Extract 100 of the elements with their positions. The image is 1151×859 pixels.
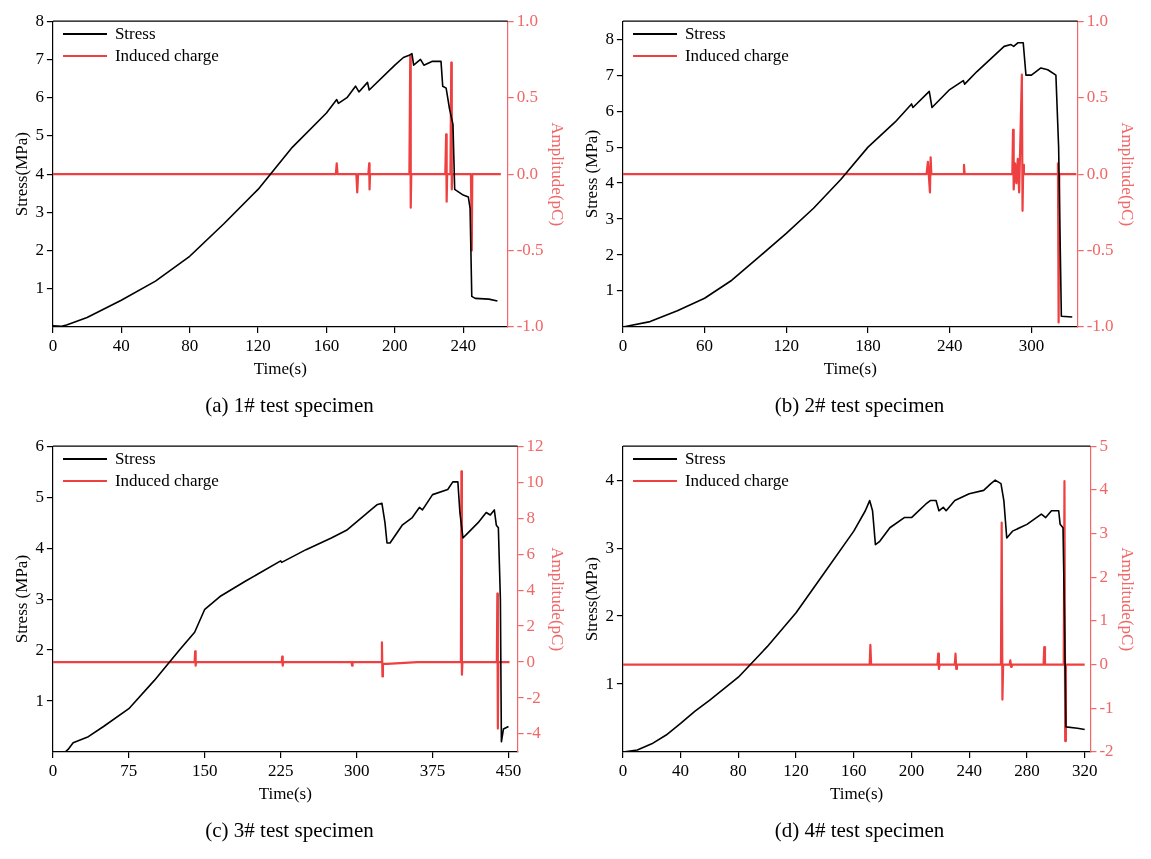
- y-tick-label: 6: [35, 87, 44, 107]
- y2-tick-label: 4: [526, 579, 536, 599]
- x-tick-label: 280: [1014, 760, 1040, 780]
- y-tick-label: 5: [35, 486, 44, 506]
- x-tick-label: 450: [495, 760, 522, 780]
- x-tick-label: 225: [267, 760, 294, 780]
- x-tick-label: 180: [855, 335, 881, 355]
- legend-label: Induced charge: [684, 470, 789, 493]
- y-tick-label: 2: [605, 244, 614, 264]
- legend-label: Stress: [114, 448, 156, 471]
- y2-tick-label: 4: [1099, 479, 1109, 499]
- x-tick-label: 240: [450, 335, 476, 355]
- x-axis-title: Time(s): [258, 784, 312, 804]
- x-tick-label: 40: [672, 760, 690, 780]
- y2-tick-label: 1: [1099, 610, 1108, 630]
- x-tick-label: 80: [181, 335, 199, 355]
- y-tick-label: 3: [35, 201, 44, 221]
- y-tick-label: 4: [35, 163, 45, 183]
- y2-tick-label: 5: [1099, 435, 1108, 455]
- y-tick-label: 3: [605, 537, 614, 557]
- x-tick-label: 300: [343, 760, 370, 780]
- text: (a) 1# test specimen: [205, 392, 375, 417]
- legend-label: Induced charge: [114, 45, 219, 68]
- y2-axis-title: Amplitude(pC): [548, 547, 568, 652]
- x-tick-label: 300: [1018, 335, 1045, 355]
- legend-label: Stress: [684, 448, 726, 471]
- y-tick-label: 4: [605, 469, 615, 489]
- y2-tick-label: -4: [526, 723, 542, 743]
- y-tick-label: 8: [605, 28, 614, 48]
- y-tick-label: 5: [605, 136, 614, 156]
- y-tick-label: 8: [35, 10, 44, 30]
- x-tick-label: 120: [783, 760, 809, 780]
- y2-tick-label: -1.0: [1086, 316, 1114, 336]
- y-tick-label: 6: [35, 435, 44, 455]
- y-axis-title: Stress (MPa): [581, 129, 601, 219]
- legend-label: Stress: [684, 23, 726, 46]
- y-tick-label: 2: [605, 605, 614, 625]
- y2-tick-label: 0.0: [1086, 163, 1108, 183]
- y-tick-label: 4: [605, 172, 615, 192]
- y-tick-label: 3: [35, 588, 44, 608]
- y-axis-title: Stress(MPa): [581, 557, 601, 642]
- y-axis-title: Stress (MPa): [11, 554, 31, 644]
- x-tick-label: 320: [1071, 760, 1098, 780]
- x-tick-label: 0: [618, 760, 628, 780]
- legend-label: Stress: [114, 23, 156, 46]
- y2-tick-label: 8: [526, 507, 536, 527]
- y2-tick-label: 0.0: [516, 163, 538, 183]
- x-axis-title: Time(s): [830, 784, 884, 804]
- y2-tick-label: -2: [1099, 741, 1114, 761]
- y-tick-label: 5: [35, 125, 44, 145]
- y2-tick-label: 0.5: [1086, 87, 1108, 107]
- y-tick-label: 6: [605, 100, 614, 120]
- y-tick-label: 3: [605, 208, 614, 228]
- y-tick-label: 2: [35, 240, 44, 260]
- x-tick-label: 240: [956, 760, 982, 780]
- y-tick-label: 1: [605, 673, 614, 693]
- y2-tick-label: 12: [526, 435, 544, 455]
- y2-tick-label: 0: [1099, 654, 1108, 674]
- x-tick-label: 0: [48, 335, 58, 355]
- legend-label: Induced charge: [114, 470, 219, 493]
- x-tick-label: 80: [729, 760, 747, 780]
- x-tick-label: 375: [419, 760, 446, 780]
- x-tick-label: 60: [696, 335, 714, 355]
- y2-tick-label: 0.5: [516, 87, 538, 107]
- y2-axis-title: Amplitude(pC): [548, 122, 568, 227]
- y2-tick-label: 1.0: [1086, 10, 1108, 30]
- y-axis-title: Stress(MPa): [11, 132, 31, 217]
- y2-tick-label: 2: [1099, 566, 1108, 586]
- x-tick-label: 240: [936, 335, 963, 355]
- y2-axis-title: Amplitude(pC): [1118, 122, 1138, 227]
- y-tick-label: 1: [35, 690, 44, 710]
- y-tick-label: 7: [35, 48, 45, 68]
- x-tick-label: 75: [120, 760, 138, 780]
- y-tick-label: 1: [35, 278, 44, 298]
- y2-tick-label: 6: [526, 543, 536, 563]
- legend-label: Induced charge: [684, 45, 789, 68]
- x-tick-label: 200: [382, 335, 408, 355]
- y2-tick-label: -0.5: [1086, 240, 1114, 260]
- x-tick-label: 40: [112, 335, 130, 355]
- y2-tick-label: 2: [526, 615, 536, 635]
- y2-tick-label: -2: [526, 687, 541, 707]
- y2-tick-label: -0.5: [516, 240, 544, 260]
- y2-tick-label: -1: [1099, 697, 1114, 717]
- x-tick-label: 120: [245, 335, 271, 355]
- y2-tick-label: -1.0: [516, 316, 544, 336]
- y2-tick-label: 1.0: [516, 10, 538, 30]
- y2-tick-label: 3: [1099, 523, 1108, 543]
- x-tick-label: 160: [841, 760, 867, 780]
- x-tick-label: 200: [898, 760, 925, 780]
- x-tick-label: 0: [48, 760, 58, 780]
- y2-tick-label: 0: [526, 651, 536, 671]
- y2-axis-title: Amplitude(pC): [1118, 547, 1138, 652]
- y-tick-label: 7: [605, 64, 615, 84]
- x-tick-label: 120: [773, 335, 800, 355]
- x-tick-label: 160: [313, 335, 340, 355]
- x-axis-title: Time(s): [823, 359, 877, 379]
- x-axis-title: Time(s): [253, 359, 307, 379]
- text: (d) 4# test specimen: [774, 817, 945, 842]
- text: (c) 3# test specimen: [205, 817, 375, 842]
- y-tick-label: 2: [35, 639, 44, 659]
